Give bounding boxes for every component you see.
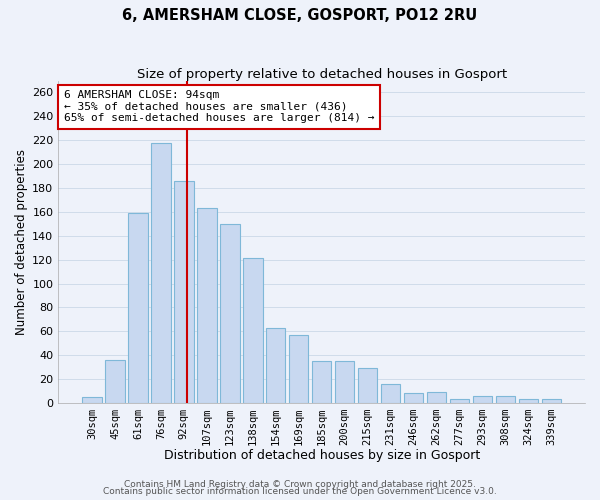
- Bar: [358, 368, 377, 403]
- Text: 6 AMERSHAM CLOSE: 94sqm
← 35% of detached houses are smaller (436)
65% of semi-d: 6 AMERSHAM CLOSE: 94sqm ← 35% of detache…: [64, 90, 374, 124]
- Bar: [312, 361, 331, 403]
- Bar: [151, 142, 170, 403]
- Bar: [105, 360, 125, 403]
- Title: Size of property relative to detached houses in Gosport: Size of property relative to detached ho…: [137, 68, 507, 80]
- Bar: [289, 335, 308, 403]
- Bar: [128, 213, 148, 403]
- Bar: [243, 258, 263, 403]
- Bar: [381, 384, 400, 403]
- Bar: [496, 396, 515, 403]
- Text: Contains public sector information licensed under the Open Government Licence v3: Contains public sector information licen…: [103, 488, 497, 496]
- Bar: [335, 361, 355, 403]
- Bar: [449, 400, 469, 403]
- Bar: [542, 400, 561, 403]
- Bar: [174, 181, 194, 403]
- Text: Contains HM Land Registry data © Crown copyright and database right 2025.: Contains HM Land Registry data © Crown c…: [124, 480, 476, 489]
- X-axis label: Distribution of detached houses by size in Gosport: Distribution of detached houses by size …: [164, 450, 480, 462]
- Bar: [473, 396, 492, 403]
- Bar: [266, 328, 286, 403]
- Bar: [197, 208, 217, 403]
- Bar: [518, 400, 538, 403]
- Bar: [220, 224, 239, 403]
- Bar: [82, 397, 102, 403]
- Bar: [404, 394, 423, 403]
- Text: 6, AMERSHAM CLOSE, GOSPORT, PO12 2RU: 6, AMERSHAM CLOSE, GOSPORT, PO12 2RU: [122, 8, 478, 22]
- Y-axis label: Number of detached properties: Number of detached properties: [15, 148, 28, 334]
- Bar: [427, 392, 446, 403]
